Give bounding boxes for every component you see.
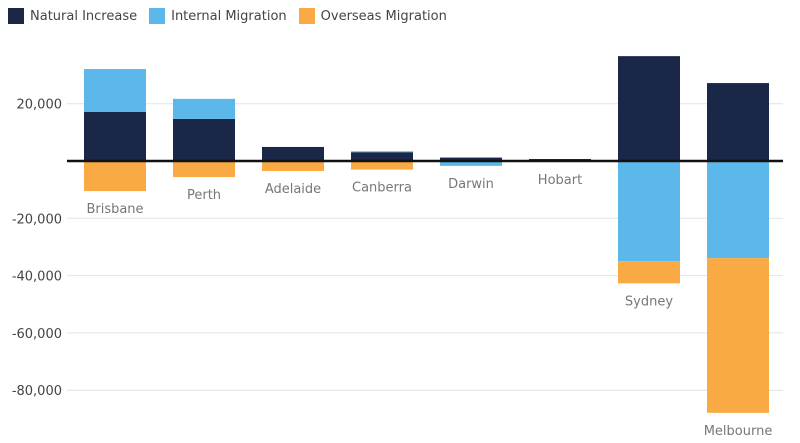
category-label: Perth xyxy=(187,188,221,203)
legend-label: Natural Increase xyxy=(30,8,138,24)
bar-internal-migration xyxy=(173,98,235,119)
category-label: Hobart xyxy=(538,173,582,188)
bar-natural-increase xyxy=(351,152,413,161)
legend-label: Overseas Migration xyxy=(320,8,447,24)
bar-overseas-migration xyxy=(618,261,680,284)
category-label: Sydney xyxy=(625,294,673,309)
bar-natural-increase xyxy=(262,146,324,161)
bar-internal-migration xyxy=(618,161,680,262)
bar-natural-increase xyxy=(707,83,769,161)
category-label: Darwin xyxy=(448,177,494,192)
bar-natural-increase xyxy=(618,56,680,161)
chart-legend: Natural Increase Internal Migration Overse… xyxy=(8,8,447,24)
legend-swatch xyxy=(149,8,166,24)
category-label: Melbourne xyxy=(704,424,773,439)
bar-overseas-migration xyxy=(84,161,146,192)
bar-overseas-migration xyxy=(707,258,769,413)
category-label: Adelaide xyxy=(265,182,321,197)
legend-swatch xyxy=(8,8,24,24)
y-tick-label: -80,000 xyxy=(12,384,62,399)
bar-overseas-migration xyxy=(262,161,324,172)
legend-swatch xyxy=(298,8,315,24)
legend-label: Internal Migration xyxy=(171,8,287,24)
category-label: Brisbane xyxy=(86,202,143,217)
y-tick-label: -20,000 xyxy=(12,212,62,227)
legend-item[interactable]: Natural Increase xyxy=(8,8,137,24)
bar-internal-migration xyxy=(707,161,769,259)
y-tick-label: -40,000 xyxy=(12,270,62,285)
y-tick-label: -60,000 xyxy=(12,327,62,342)
bar-internal-migration xyxy=(84,69,146,113)
y-tick-label: 20,000 xyxy=(17,98,63,113)
bar-natural-increase xyxy=(84,112,146,161)
legend-item[interactable]: Overseas Migration xyxy=(298,8,447,24)
bar-overseas-migration xyxy=(351,161,413,170)
bar-overseas-migration xyxy=(173,161,235,178)
category-label: Canberra xyxy=(352,181,412,196)
bar-natural-increase xyxy=(440,157,502,161)
legend-item[interactable]: Internal Migration xyxy=(149,8,287,24)
bar-internal-migration xyxy=(440,161,502,166)
bar-natural-increase xyxy=(173,118,235,161)
bar-internal-migration xyxy=(351,151,413,153)
